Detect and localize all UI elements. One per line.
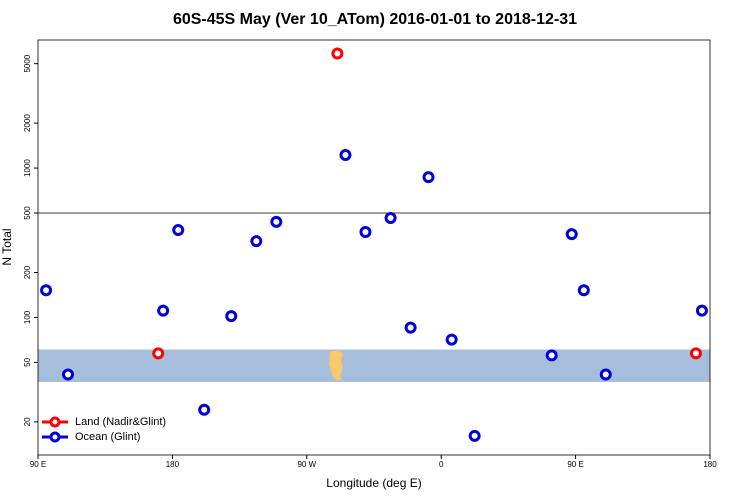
y-tick-label: 5000 <box>23 54 32 72</box>
point <box>577 284 590 297</box>
point <box>384 212 397 225</box>
point <box>157 304 170 317</box>
land-shape <box>329 350 343 381</box>
point <box>40 284 53 297</box>
plot-frame <box>37 39 711 456</box>
point <box>695 304 708 317</box>
point <box>422 171 435 184</box>
band <box>38 349 710 382</box>
y-tick-label: 200 <box>23 265 32 279</box>
legend-marker <box>49 431 61 443</box>
y-tick-label: 50 <box>23 357 32 366</box>
point <box>468 429 481 442</box>
x-tick-label: 180 <box>166 460 180 469</box>
legend-marker <box>49 416 61 428</box>
point <box>689 347 702 360</box>
point <box>172 223 185 236</box>
x-axis-label: Longitude (deg E) <box>326 476 421 490</box>
chart-title: 60S-45S May (Ver 10_ATom) 2016-01-01 to … <box>173 11 577 28</box>
point <box>250 235 263 248</box>
point <box>152 347 165 360</box>
y-tick-label: 1000 <box>23 159 32 177</box>
point <box>198 403 211 416</box>
point <box>339 148 352 161</box>
x-tick-label: 90 W <box>297 460 316 469</box>
point <box>331 47 344 60</box>
point <box>565 228 578 241</box>
point <box>599 368 612 381</box>
y-tick-label: 100 <box>23 310 32 324</box>
point <box>404 321 417 334</box>
point <box>225 310 238 323</box>
y-tick-label: 20 <box>23 417 32 426</box>
point <box>62 368 75 381</box>
legend-label: Land (Nadir&Glint) <box>75 416 166 428</box>
y-axis-label: N Total <box>0 228 14 265</box>
x-tick-label: 0 <box>439 460 444 469</box>
x-tick-label: 90 E <box>30 460 46 469</box>
y-tick-label: 500 <box>23 206 32 220</box>
point <box>445 333 458 346</box>
x-tick-label: 180 <box>703 460 717 469</box>
x-tick-label: 90 E <box>567 460 583 469</box>
legend-label: Ocean (Glint) <box>75 431 140 443</box>
y-tick-label: 2000 <box>23 114 32 132</box>
point <box>270 215 283 228</box>
point <box>545 349 558 362</box>
point <box>359 226 372 239</box>
